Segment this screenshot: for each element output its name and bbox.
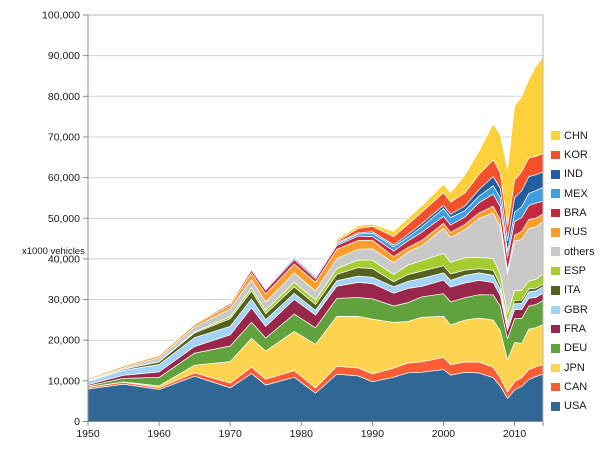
legend-label-others: others <box>564 245 595 258</box>
legend-swatch-KOR <box>551 150 560 160</box>
legend-label-CHN: CHN <box>564 129 588 142</box>
legend-swatch-IND <box>551 170 560 179</box>
legend-label-CAN: CAN <box>564 381 588 394</box>
legend-item-IND: IND <box>551 165 595 184</box>
legend-item-JPN: JPN <box>551 358 595 377</box>
legend-item-MEX: MEX <box>551 184 595 203</box>
legend-item-CAN: CAN <box>551 377 595 396</box>
x-tick-label: 2000 <box>432 428 456 440</box>
legend-swatch-DEU <box>551 344 560 353</box>
y-tick-label: 80,000 <box>48 91 80 103</box>
legend-item-RUS: RUS <box>551 223 595 242</box>
legend-swatch-MEX <box>551 189 560 198</box>
legend: CHN KOR IND MEX BRA RUS others ESP ITA GBR FRA DEU J… <box>551 126 595 416</box>
legend-swatch-CHN <box>551 131 560 140</box>
y-tick-label: 100,000 <box>42 10 80 22</box>
x-tick-label: 1960 <box>147 428 171 440</box>
legend-item-others: others <box>551 242 595 261</box>
legend-swatch-GBR <box>551 305 560 315</box>
legend-label-MEX: MEX <box>564 187 588 200</box>
legend-item-CHN: CHN <box>551 126 595 145</box>
legend-swatch-others <box>551 247 560 256</box>
legend-label-IND: IND <box>564 168 583 181</box>
y-tick-label: 90,000 <box>48 50 80 62</box>
y-tick-label: 30,000 <box>48 294 80 306</box>
legend-swatch-RUS <box>551 228 560 237</box>
legend-item-GBR: GBR <box>551 300 595 319</box>
y-tick-label: 60,000 <box>48 172 80 184</box>
y-tick-label: 40,000 <box>48 253 80 265</box>
legend-label-BRA: BRA <box>564 207 587 220</box>
legend-item-BRA: BRA <box>551 203 595 222</box>
x-tick-label: 1970 <box>219 428 243 440</box>
legend-label-FRA: FRA <box>564 323 586 336</box>
legend-swatch-JPN <box>551 363 560 373</box>
legend-swatch-ITA <box>551 286 560 295</box>
legend-label-USA: USA <box>564 400 587 413</box>
x-tick-label: 1950 <box>76 428 100 440</box>
legend-item-FRA: FRA <box>551 319 595 338</box>
y-axis-unit-label: x1000 vehicles <box>22 246 85 257</box>
legend-swatch-USA <box>551 402 560 411</box>
y-tick-label: 0 <box>74 416 80 428</box>
legend-item-ITA: ITA <box>551 281 595 300</box>
legend-item-ESP: ESP <box>551 261 595 280</box>
x-tick-label: 1990 <box>361 428 385 440</box>
legend-label-JPN: JPN <box>564 361 585 374</box>
legend-swatch-CAN <box>551 382 560 392</box>
legend-swatch-BRA <box>551 208 560 218</box>
legend-swatch-FRA <box>551 324 560 334</box>
legend-label-ESP: ESP <box>564 265 587 278</box>
y-tick-label: 50,000 <box>48 213 80 225</box>
legend-label-KOR: KOR <box>564 149 588 162</box>
legend-swatch-ESP <box>551 266 560 276</box>
legend-item-KOR: KOR <box>551 145 595 164</box>
legend-item-USA: USA <box>551 397 595 416</box>
y-tick-label: 10,000 <box>48 375 80 387</box>
legend-label-DEU: DEU <box>564 342 588 355</box>
legend-label-ITA: ITA <box>564 284 581 297</box>
y-tick-label: 20,000 <box>48 335 80 347</box>
legend-label-GBR: GBR <box>564 303 588 316</box>
x-tick-label: 2010 <box>503 428 527 440</box>
y-tick-label: 70,000 <box>48 131 80 143</box>
legend-item-DEU: DEU <box>551 339 595 358</box>
legend-label-RUS: RUS <box>564 226 588 239</box>
x-tick-label: 1980 <box>290 428 314 440</box>
